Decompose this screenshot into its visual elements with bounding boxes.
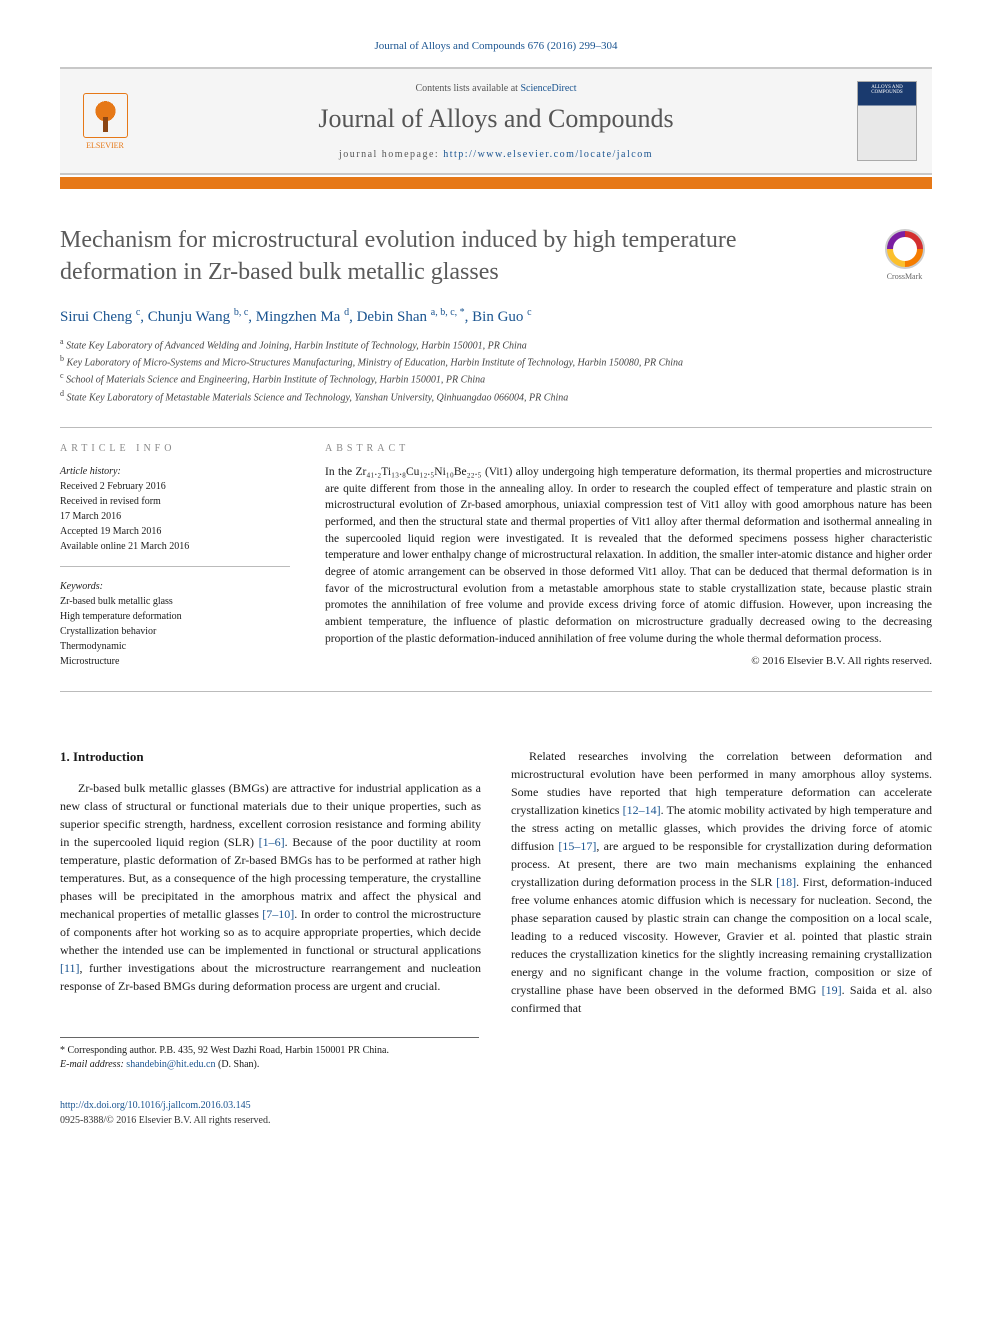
homepage-link[interactable]: http://www.elsevier.com/locate/jalcom <box>443 149 653 160</box>
abstract-copyright: © 2016 Elsevier B.V. All rights reserved… <box>325 655 932 667</box>
email-link[interactable]: shandebin@hit.edu.cn <box>126 1059 215 1070</box>
intro-paragraph-1: Zr-based bulk metallic glasses (BMGs) ar… <box>60 779 481 995</box>
journal-name: Journal of Alloys and Compounds <box>150 104 842 134</box>
introduction-section: 1. Introduction Zr-based bulk metallic g… <box>60 747 932 1017</box>
abstract-text: In the Zr₄₁.₂Ti₁₃.₈Cu₁₂.₅Ni₁₀Be₂₂.₅ (Vit… <box>325 464 932 647</box>
ref-link[interactable]: [7–10] <box>262 907 294 921</box>
keywords-label: Keywords: <box>60 581 103 592</box>
keywords-block: Keywords: Zr-based bulk metallic glass Hi… <box>60 579 290 669</box>
affiliation: a State Key Laboratory of Advanced Weldi… <box>60 336 932 353</box>
author-list: Sirui Cheng c, Chunju Wang b, c, Mingzhe… <box>60 307 932 326</box>
affiliation: c School of Materials Science and Engine… <box>60 370 932 387</box>
journal-header: ELSEVIER Contents lists available at Sci… <box>60 67 932 175</box>
ref-link[interactable]: [18] <box>776 875 796 889</box>
author: , Bin Guo c <box>465 309 532 325</box>
keyword: High temperature deformation <box>60 611 182 622</box>
author: , Mingzhen Ma d <box>248 309 349 325</box>
elsevier-logo: ELSEVIER <box>75 86 135 156</box>
article-history: Article history: Received 2 February 201… <box>60 464 290 567</box>
author: , Chunju Wang b, c <box>140 309 248 325</box>
email-label: E-mail address: <box>60 1059 126 1070</box>
crossmark-icon <box>885 229 925 269</box>
ref-link[interactable]: [15–17] <box>558 839 596 853</box>
affiliation: d State Key Laboratory of Metastable Mat… <box>60 388 932 405</box>
accent-bar <box>60 177 932 189</box>
keyword: Thermodynamic <box>60 641 126 652</box>
contents-available: Contents lists available at ScienceDirec… <box>150 83 842 94</box>
intro-paragraph-2: Related researches involving the correla… <box>511 747 932 1017</box>
history-line: Accepted 19 March 2016 <box>60 526 161 537</box>
email-suffix: (D. Shan). <box>216 1059 260 1070</box>
history-line: Available online 21 March 2016 <box>60 541 189 552</box>
affiliation: b Key Laboratory of Micro-Systems and Mi… <box>60 353 932 370</box>
affiliations: a State Key Laboratory of Advanced Weldi… <box>60 336 932 405</box>
publisher-name: ELSEVIER <box>86 141 124 150</box>
history-line: 17 March 2016 <box>60 511 121 522</box>
doi-link[interactable]: http://dx.doi.org/10.1016/j.jallcom.2016… <box>60 1100 251 1111</box>
divider <box>60 427 932 428</box>
ref-link[interactable]: [12–14] <box>623 803 661 817</box>
keyword: Crystallization behavior <box>60 626 156 637</box>
journal-cover-thumb: ALLOYS AND COMPOUNDS <box>857 81 917 161</box>
author: , Debin Shan a, b, c, * <box>349 309 465 325</box>
keyword: Microstructure <box>60 656 119 667</box>
keyword: Zr-based bulk metallic glass <box>60 596 173 607</box>
history-line: Received 2 February 2016 <box>60 481 166 492</box>
citation-line: Journal of Alloys and Compounds 676 (201… <box>60 40 932 52</box>
article-title: Mechanism for microstructural evolution … <box>60 224 801 289</box>
article-info-label: ARTICLE INFO <box>60 443 290 454</box>
abstract-label: ABSTRACT <box>325 443 932 454</box>
ref-link[interactable]: [1–6] <box>259 835 285 849</box>
sciencedirect-link[interactable]: ScienceDirect <box>520 83 576 94</box>
corresponding-author-footnote: * Corresponding author. P.B. 435, 92 Wes… <box>60 1037 479 1072</box>
corr-author-text: * Corresponding author. P.B. 435, 92 Wes… <box>60 1044 479 1058</box>
history-label: Article history: <box>60 466 121 477</box>
bottom-meta: http://dx.doi.org/10.1016/j.jallcom.2016… <box>60 1090 932 1128</box>
intro-heading: 1. Introduction <box>60 747 481 767</box>
ref-link[interactable]: [11] <box>60 961 80 975</box>
issn-copyright: 0925-8388/© 2016 Elsevier B.V. All right… <box>60 1115 270 1126</box>
journal-homepage: journal homepage: http://www.elsevier.co… <box>150 149 842 160</box>
divider-2 <box>60 691 932 692</box>
author: Sirui Cheng c <box>60 309 140 325</box>
ref-link[interactable]: [19] <box>822 983 842 997</box>
crossmark-badge[interactable]: CrossMark <box>877 229 932 281</box>
history-line: Received in revised form <box>60 496 161 507</box>
